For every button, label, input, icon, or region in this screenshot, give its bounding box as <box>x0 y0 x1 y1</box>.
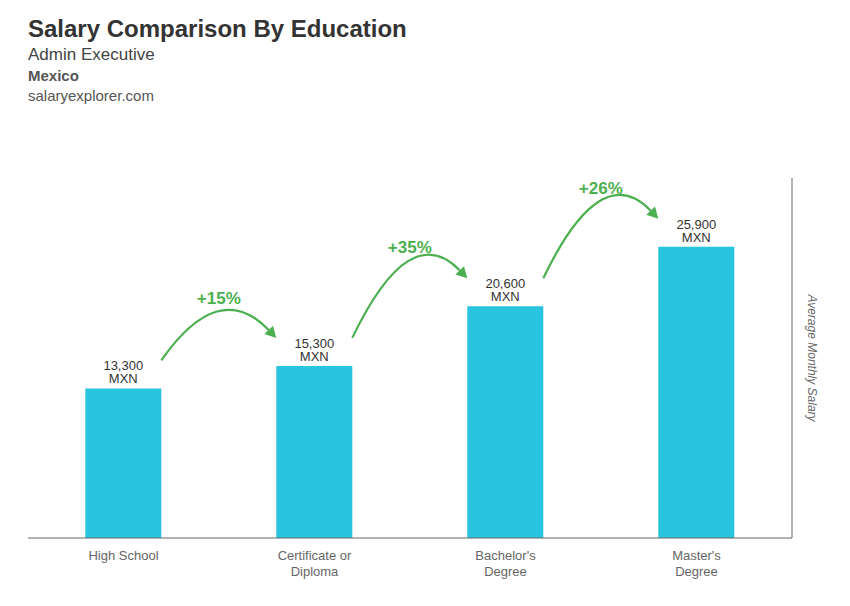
svg-text:20,600MXN: 20,600MXN <box>485 276 525 304</box>
svg-text:Master'sDegree: Master'sDegree <box>672 548 721 579</box>
html-text:Mexico: Mexico <box>28 67 79 84</box>
svg-text:Average Monthly Salary: Average Monthly Salary <box>805 293 819 422</box>
svg-text:+26%: +26% <box>579 179 623 198</box>
html-text:Salary Comparison By Education: Salary Comparison By Education <box>28 15 407 42</box>
svg-text:High School: High School <box>88 548 158 563</box>
svg-text:13,300MXN: 13,300MXN <box>103 358 143 386</box>
svg-text:Certificate orDiploma: Certificate orDiploma <box>278 548 352 579</box>
svg-text:Bachelor'sDegree: Bachelor'sDegree <box>475 548 536 579</box>
svg-text:15,300MXN: 15,300MXN <box>294 336 334 364</box>
svg-text:+35%: +35% <box>388 238 432 257</box>
html-text:salaryexplorer.com: salaryexplorer.com <box>28 87 154 104</box>
svg-text:+15%: +15% <box>197 289 241 308</box>
svg-text:25,900MXN: 25,900MXN <box>676 217 716 245</box>
html-text:Admin Executive: Admin Executive <box>28 45 155 64</box>
